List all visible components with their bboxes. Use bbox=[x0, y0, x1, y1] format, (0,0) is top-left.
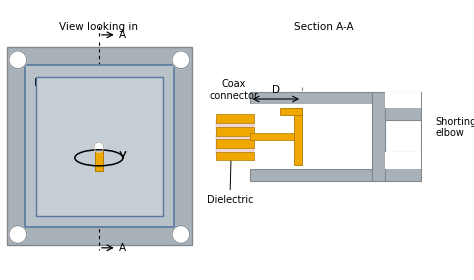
Bar bbox=[216, 133, 254, 142]
Bar bbox=[249, 169, 373, 181]
Text: Coax
connector: Coax connector bbox=[209, 80, 258, 101]
Bar bbox=[385, 153, 421, 169]
Bar bbox=[294, 108, 302, 165]
Bar bbox=[249, 133, 294, 140]
Bar bbox=[421, 92, 434, 181]
Bar bbox=[385, 153, 434, 181]
Bar bbox=[216, 120, 254, 129]
Bar bbox=[216, 139, 254, 148]
Text: Section A-A: Section A-A bbox=[294, 22, 353, 32]
Bar bbox=[216, 127, 254, 136]
Circle shape bbox=[172, 226, 190, 243]
Text: D: D bbox=[272, 85, 280, 95]
Bar bbox=[373, 92, 385, 181]
Bar bbox=[280, 108, 302, 115]
Bar bbox=[25, 65, 174, 227]
Bar bbox=[216, 114, 254, 123]
Bar bbox=[36, 77, 163, 216]
Text: View looking in: View looking in bbox=[58, 22, 137, 32]
Bar bbox=[95, 148, 103, 171]
Bar bbox=[249, 92, 373, 104]
Bar bbox=[216, 145, 254, 154]
Text: Shorting
elbow: Shorting elbow bbox=[436, 117, 474, 138]
Bar bbox=[385, 92, 421, 108]
Bar bbox=[249, 104, 373, 169]
Circle shape bbox=[94, 142, 104, 152]
Circle shape bbox=[9, 226, 27, 243]
Bar bbox=[7, 47, 191, 245]
Text: Magnetic field: Magnetic field bbox=[60, 120, 138, 130]
Bar bbox=[216, 151, 254, 160]
Text: A: A bbox=[118, 30, 126, 40]
Text: A: A bbox=[118, 243, 126, 253]
Circle shape bbox=[9, 51, 27, 69]
Text: Flange: Flange bbox=[34, 78, 67, 88]
Bar bbox=[385, 92, 434, 120]
Text: Dielectric: Dielectric bbox=[207, 137, 253, 205]
Circle shape bbox=[172, 51, 190, 69]
